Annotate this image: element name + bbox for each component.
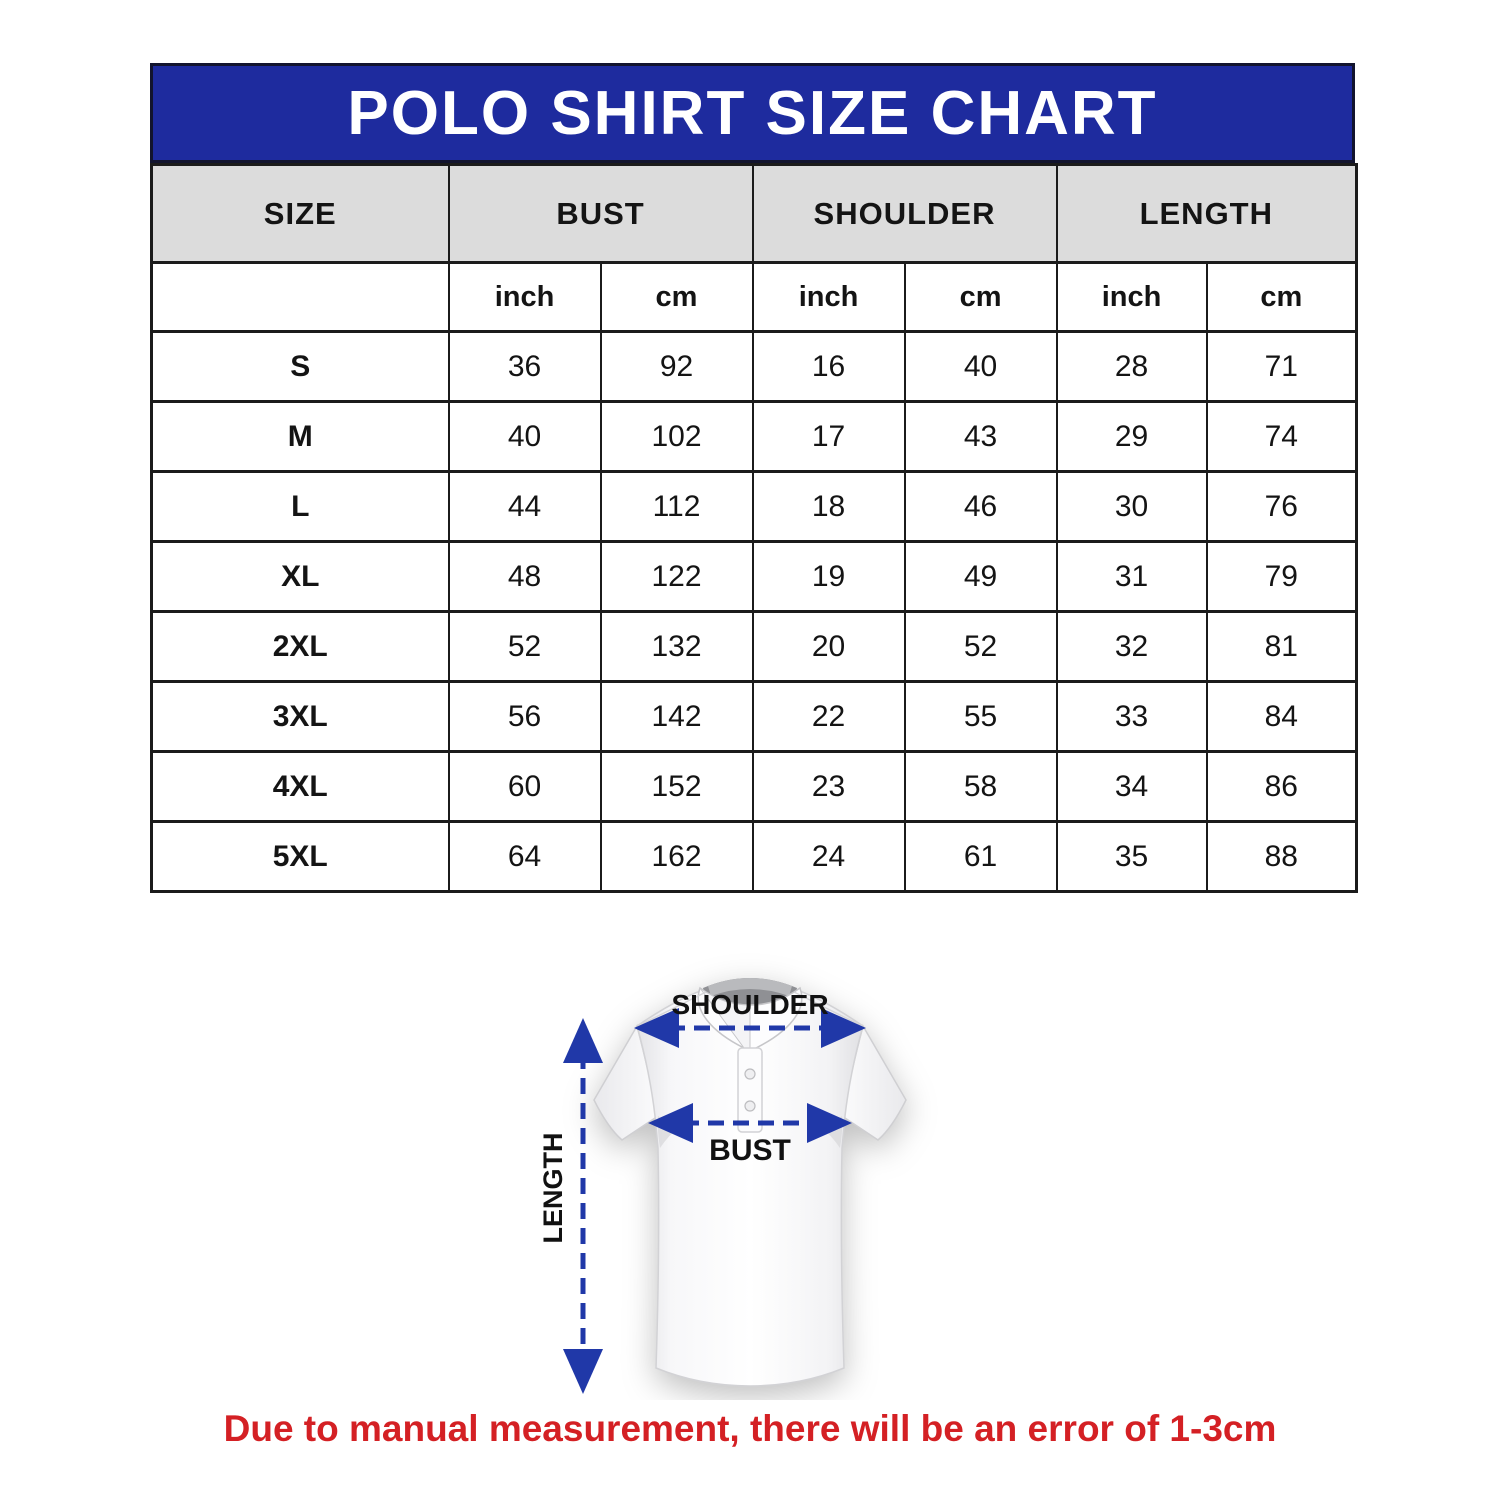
unit-header-row: inch cm inch cm inch cm bbox=[150, 261, 1358, 333]
size-label: L bbox=[150, 470, 450, 543]
value-cell: 55 bbox=[903, 680, 1058, 753]
value-cell: 30 bbox=[1055, 470, 1208, 543]
unit-header-empty bbox=[150, 261, 450, 333]
table-row: XL 48 122 19 49 31 79 bbox=[150, 540, 1358, 613]
value-cell: 102 bbox=[599, 400, 754, 473]
value-cell: 16 bbox=[751, 330, 906, 403]
value-cell: 84 bbox=[1205, 680, 1358, 753]
size-label: 5XL bbox=[150, 820, 450, 893]
value-cell: 24 bbox=[751, 820, 906, 893]
unit-header: inch bbox=[1055, 261, 1208, 333]
value-cell: 44 bbox=[447, 470, 602, 543]
value-cell: 162 bbox=[599, 820, 754, 893]
unit-header: cm bbox=[599, 261, 754, 333]
bust-label: BUST bbox=[709, 1134, 791, 1167]
value-cell: 61 bbox=[903, 820, 1058, 893]
col-header-length: LENGTH bbox=[1055, 163, 1358, 264]
value-cell: 60 bbox=[447, 750, 602, 823]
col-header-shoulder: SHOULDER bbox=[751, 163, 1058, 264]
size-label: 4XL bbox=[150, 750, 450, 823]
col-header-bust: BUST bbox=[447, 163, 754, 264]
size-label: S bbox=[150, 330, 450, 403]
size-label: 2XL bbox=[150, 610, 450, 683]
polo-shirt-shape bbox=[593, 978, 907, 1387]
page-title: POLO SHIRT SIZE CHART bbox=[347, 78, 1158, 148]
value-cell: 33 bbox=[1055, 680, 1208, 753]
value-cell: 32 bbox=[1055, 610, 1208, 683]
table-row: S 36 92 16 40 28 71 bbox=[150, 330, 1358, 403]
value-cell: 92 bbox=[599, 330, 754, 403]
size-label: M bbox=[150, 400, 450, 473]
value-cell: 81 bbox=[1205, 610, 1358, 683]
value-cell: 46 bbox=[903, 470, 1058, 543]
value-cell: 86 bbox=[1205, 750, 1358, 823]
measurement-diagram: SHOULDER BUST LENGTH bbox=[540, 948, 960, 1400]
value-cell: 18 bbox=[751, 470, 906, 543]
value-cell: 58 bbox=[903, 750, 1058, 823]
table-row: 2XL 52 132 20 52 32 81 bbox=[150, 610, 1358, 683]
value-cell: 20 bbox=[751, 610, 906, 683]
unit-header: inch bbox=[447, 261, 602, 333]
value-cell: 132 bbox=[599, 610, 754, 683]
table-row: L 44 112 18 46 30 76 bbox=[150, 470, 1358, 543]
value-cell: 43 bbox=[903, 400, 1058, 473]
size-label: XL bbox=[150, 540, 450, 613]
col-header-size: SIZE bbox=[150, 163, 450, 264]
value-cell: 31 bbox=[1055, 540, 1208, 613]
value-cell: 74 bbox=[1205, 400, 1358, 473]
value-cell: 28 bbox=[1055, 330, 1208, 403]
value-cell: 17 bbox=[751, 400, 906, 473]
value-cell: 22 bbox=[751, 680, 906, 753]
value-cell: 52 bbox=[903, 610, 1058, 683]
value-cell: 112 bbox=[599, 470, 754, 543]
value-cell: 76 bbox=[1205, 470, 1358, 543]
size-table: SIZE BUST SHOULDER LENGTH inch cm inch c… bbox=[150, 163, 1359, 893]
unit-header: cm bbox=[1205, 261, 1358, 333]
value-cell: 34 bbox=[1055, 750, 1208, 823]
value-cell: 122 bbox=[599, 540, 754, 613]
value-cell: 152 bbox=[599, 750, 754, 823]
value-cell: 52 bbox=[447, 610, 602, 683]
table-row: 3XL 56 142 22 55 33 84 bbox=[150, 680, 1358, 753]
size-label: 3XL bbox=[150, 680, 450, 753]
unit-header: cm bbox=[903, 261, 1058, 333]
value-cell: 49 bbox=[903, 540, 1058, 613]
table-header-row: SIZE BUST SHOULDER LENGTH bbox=[150, 163, 1358, 264]
shoulder-label: SHOULDER bbox=[671, 989, 828, 1020]
value-cell: 40 bbox=[447, 400, 602, 473]
value-cell: 79 bbox=[1205, 540, 1358, 613]
value-cell: 71 bbox=[1205, 330, 1358, 403]
value-cell: 29 bbox=[1055, 400, 1208, 473]
value-cell: 88 bbox=[1205, 820, 1358, 893]
value-cell: 23 bbox=[751, 750, 906, 823]
measurement-note: Due to manual measurement, there will be… bbox=[223, 1408, 1277, 1449]
value-cell: 36 bbox=[447, 330, 602, 403]
value-cell: 35 bbox=[1055, 820, 1208, 893]
title-banner: POLO SHIRT SIZE CHART bbox=[150, 63, 1355, 163]
table-row: 5XL 64 162 24 61 35 88 bbox=[150, 820, 1358, 893]
value-cell: 56 bbox=[447, 680, 602, 753]
value-cell: 19 bbox=[751, 540, 906, 613]
value-cell: 142 bbox=[599, 680, 754, 753]
table-row: 4XL 60 152 23 58 34 86 bbox=[150, 750, 1358, 823]
table-row: M 40 102 17 43 29 74 bbox=[150, 400, 1358, 473]
value-cell: 48 bbox=[447, 540, 602, 613]
polo-shirt-illustration: SHOULDER BUST LENGTH bbox=[540, 978, 907, 1394]
value-cell: 40 bbox=[903, 330, 1058, 403]
length-label: LENGTH bbox=[540, 1133, 568, 1244]
unit-header: inch bbox=[751, 261, 906, 333]
value-cell: 64 bbox=[447, 820, 602, 893]
